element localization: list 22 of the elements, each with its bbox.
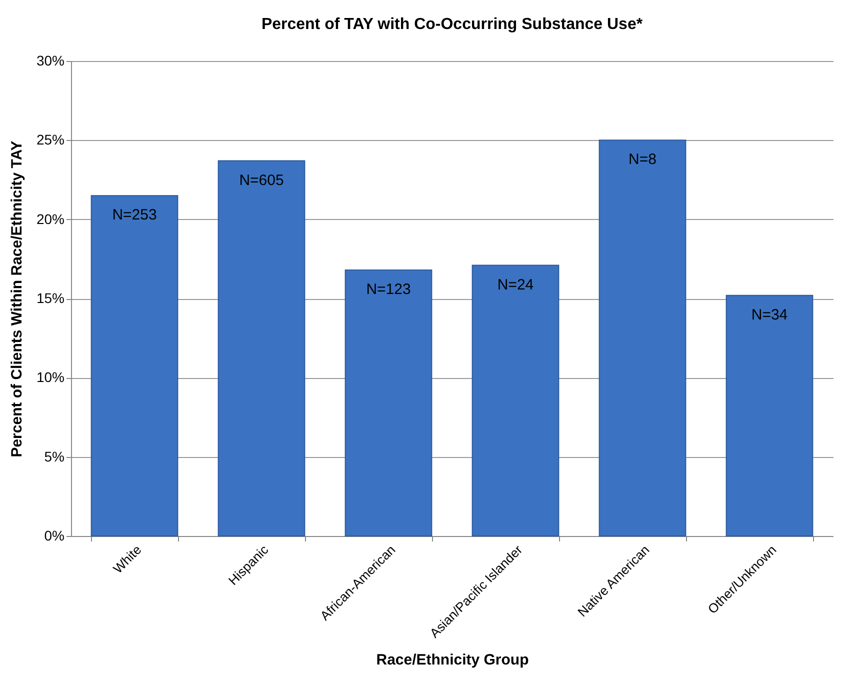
y-tick-label: 10% <box>36 369 64 386</box>
annotation: N=123 <box>366 281 411 298</box>
annotation: N=605 <box>239 172 284 189</box>
annotation: N=253 <box>112 206 157 224</box>
y-tick-label: 15% <box>36 290 64 306</box>
annotation: N=24 <box>497 276 534 294</box>
bar <box>472 264 560 536</box>
bar <box>90 195 178 536</box>
bar <box>218 160 306 536</box>
y-tick-label: 30% <box>36 52 64 68</box>
y-tick-label: 5% <box>44 448 64 464</box>
y-tick-label: 0% <box>44 528 64 544</box>
x-axis-title: Race/Ethnicity Group <box>376 652 529 669</box>
y-tick-label: 25% <box>36 132 64 148</box>
bar <box>344 270 432 536</box>
bar <box>598 140 686 536</box>
annotation: N=8 <box>628 151 656 168</box>
y-axis-title: Percent of Clients Within Race/Ethnicity TAY <box>8 140 26 458</box>
y-tick-label: 20% <box>36 210 64 227</box>
chart-title: Percent of TAY with Co-Occurring Substance Use* <box>261 16 644 33</box>
annotation: N=34 <box>751 306 788 324</box>
bar <box>726 294 814 536</box>
